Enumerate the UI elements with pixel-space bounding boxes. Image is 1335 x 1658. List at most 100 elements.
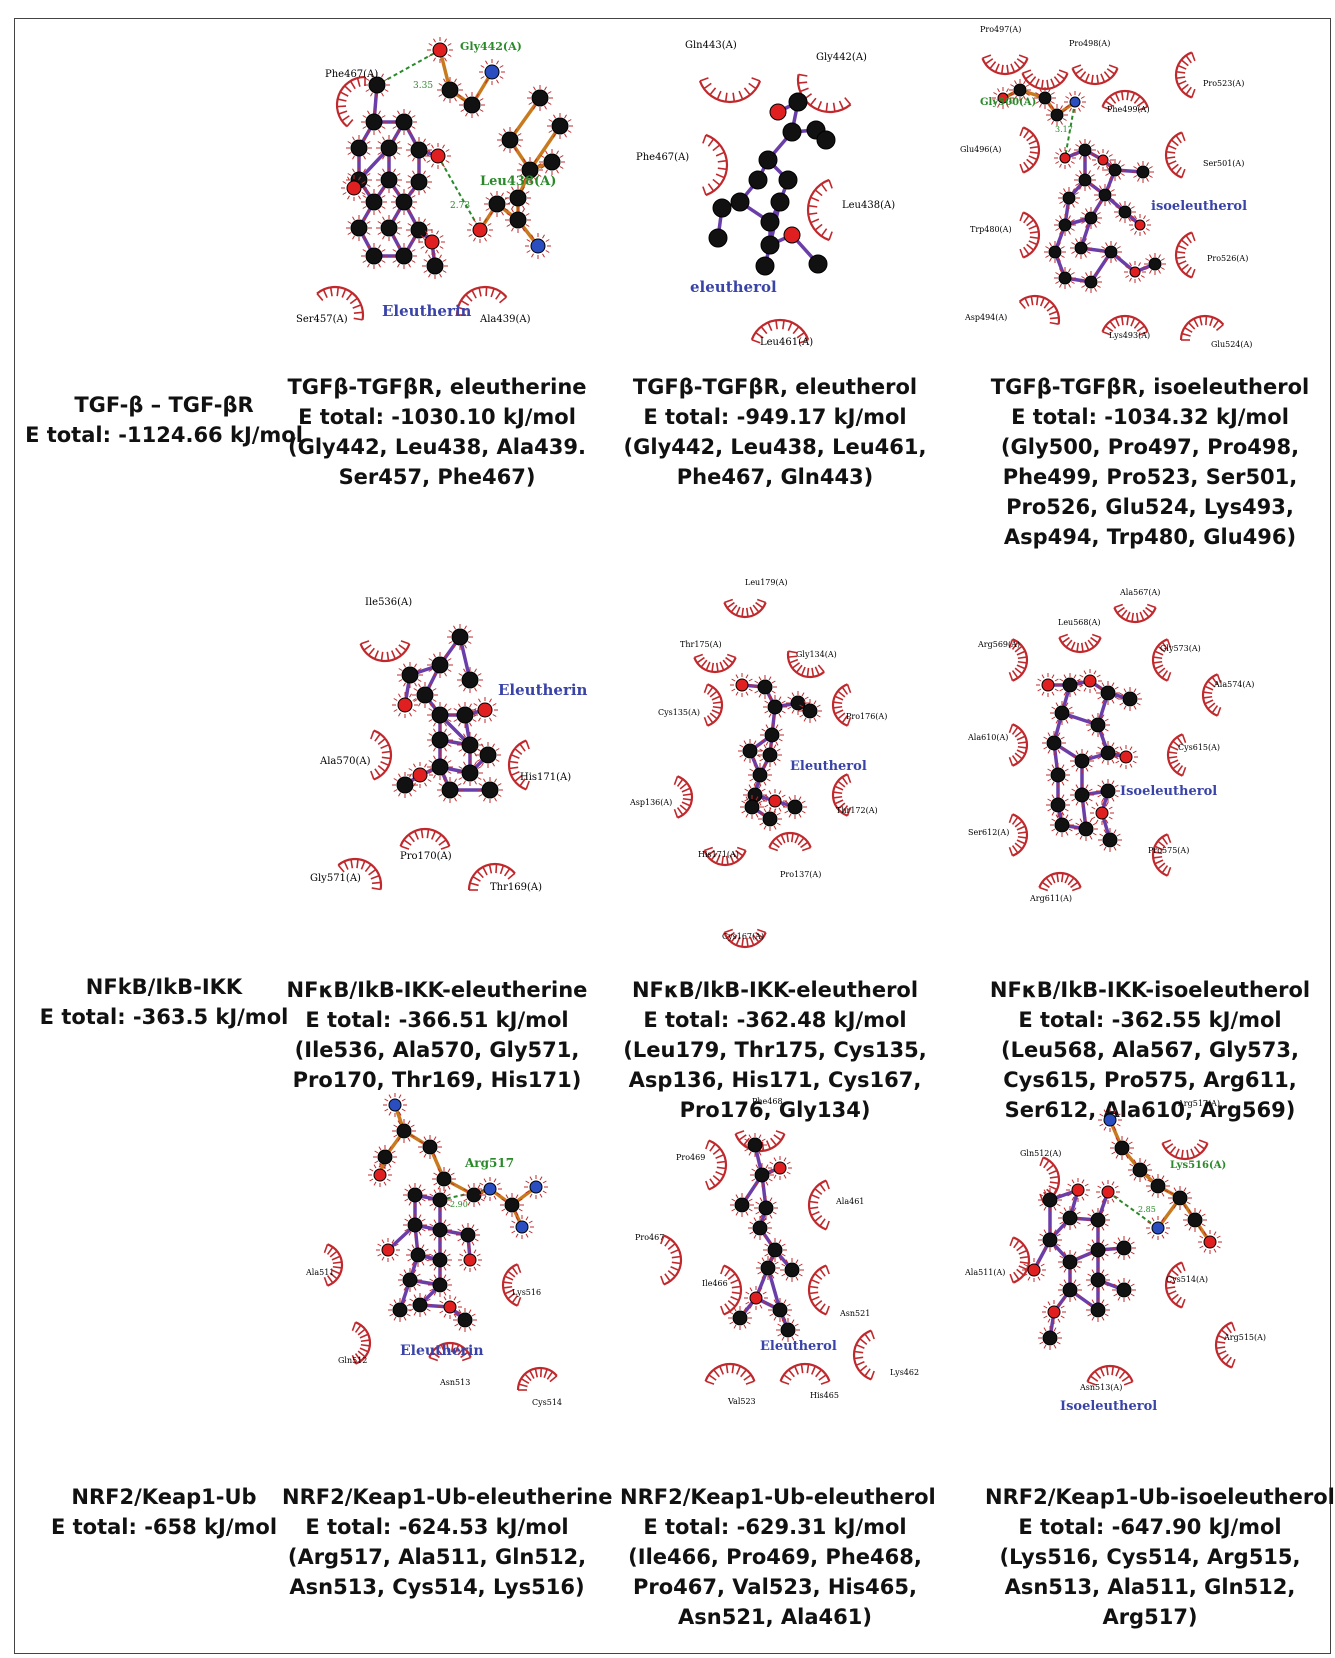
atom: [1086, 1208, 1110, 1232]
atom: [788, 92, 808, 112]
atom: [428, 1248, 452, 1272]
atom: [447, 624, 473, 650]
hydrogen-bond: [1064, 101, 1076, 159]
atom: [760, 723, 784, 747]
residue-label: Phe467(A): [636, 152, 689, 163]
residue-label: Gly442(A): [816, 52, 867, 63]
atom: [524, 1175, 548, 1199]
ligand-label: Isoeleutherol: [1060, 1399, 1157, 1414]
atom: [1038, 1228, 1062, 1252]
atom: [1009, 79, 1031, 101]
hydrophobic-contact: [660, 1234, 683, 1286]
atom: [763, 1238, 787, 1262]
hydrophobic-contact: [467, 862, 516, 891]
hydrophobic-contact: [796, 73, 852, 114]
atom: [1098, 828, 1122, 852]
atoms: [392, 624, 503, 803]
residue-label: Pro176(A): [846, 712, 887, 721]
hydrophobic-contact: [351, 1321, 372, 1365]
atom: [1198, 1230, 1222, 1254]
atom: [459, 92, 485, 118]
atom: [376, 1238, 400, 1262]
atom: [1146, 1216, 1170, 1240]
hydrophobic-contact: [698, 77, 762, 104]
atoms: [730, 673, 822, 831]
atom: [373, 1145, 397, 1169]
atom: [419, 229, 445, 255]
hydrophobic-contact: [1008, 638, 1029, 682]
atom: [1086, 713, 1110, 737]
atom: [1038, 1188, 1062, 1212]
residue-label: Pro526(A): [1207, 254, 1248, 263]
residue-label: Asp136(A): [629, 798, 672, 807]
atom: [1058, 1206, 1082, 1230]
atom: [755, 256, 775, 276]
atom: [750, 1163, 774, 1187]
hydrophobic-contact: [704, 1362, 756, 1385]
residue-label: Pro467: [635, 1233, 664, 1242]
atom: [406, 1243, 430, 1267]
atom: [368, 1163, 392, 1187]
atom: [1054, 147, 1076, 169]
residue-label: Arg515(A): [1223, 1333, 1266, 1342]
residue-label: Pro523(A): [1203, 79, 1244, 88]
atom: [1080, 207, 1102, 229]
hydrophobic-contact: [1101, 89, 1149, 111]
residue-label: Ala461: [835, 1197, 864, 1206]
atom: [539, 149, 565, 175]
residue-label: Leu461(A): [760, 337, 813, 348]
hydrophobic-contact: [768, 831, 812, 852]
hbond-residue-label: Gly442(A): [460, 40, 522, 53]
atom: [1086, 1298, 1110, 1322]
atom: [1054, 267, 1076, 289]
residue-label: Thr172(A): [836, 806, 878, 815]
atom: [1074, 139, 1096, 161]
atom: [748, 170, 768, 190]
atom: [768, 1298, 792, 1322]
residue-label: Ser457(A): [296, 314, 348, 325]
bond: [528, 125, 562, 171]
atom: [1100, 241, 1122, 263]
residue-label: His171(A): [698, 850, 739, 859]
residue-label: Lys462: [890, 1368, 919, 1377]
atom: [1086, 1268, 1110, 1292]
residue-label: Arg517(A): [1177, 1099, 1220, 1108]
bond: [508, 96, 542, 142]
hydrophobic-contact: [1161, 1139, 1209, 1161]
panel-caption: TGFβ-TGFβR, isoeleutherol E total: -1034…: [990, 375, 1310, 549]
atom: [392, 692, 418, 718]
hydrophobic-contact: [516, 1366, 558, 1391]
hydrophobic-contact: [359, 640, 411, 663]
residue-label: Arg611(A): [1029, 894, 1072, 903]
atom: [392, 1119, 416, 1143]
control-caption: NRF2/Keap1-Ub E total: -658 kJ/mol: [50, 1485, 278, 1539]
atoms: [728, 1133, 804, 1342]
residue-label: Glu524(A): [1211, 340, 1252, 349]
atom: [500, 1193, 524, 1217]
hydrophobic-contact: [786, 650, 825, 679]
hydrophobic-contact: [702, 133, 729, 197]
atom: [758, 807, 782, 831]
interaction-diagram: isoeleutherol Gly500(A) 3.17 Pro497(A) P…: [960, 25, 1252, 349]
atom: [816, 130, 836, 150]
atom: [728, 1306, 752, 1330]
hydrophobic-contact: [705, 1139, 728, 1191]
hydrophobic-contact: [1018, 294, 1061, 325]
hbond-residue-label: Gly500(A): [980, 97, 1036, 108]
atom: [1110, 1136, 1134, 1160]
residue-label: Gln512: [338, 1356, 367, 1365]
ligand-label: Eleutherin: [498, 681, 588, 699]
atom: [730, 192, 750, 212]
ligand-label: isoeleutherol: [1151, 199, 1247, 214]
hydrophobic-contact: [1174, 51, 1196, 99]
atom: [403, 1183, 427, 1207]
atom: [1096, 681, 1120, 705]
atom: [783, 795, 807, 819]
atom: [437, 777, 463, 803]
hydrophobic-contact: [1058, 633, 1102, 654]
hydrophobic-contact: [1201, 673, 1222, 717]
hydrophobic-contact: [981, 54, 1029, 76]
hydrophobic-arcs: [673, 598, 852, 949]
atom: [510, 1215, 534, 1239]
atom: [1046, 793, 1070, 817]
